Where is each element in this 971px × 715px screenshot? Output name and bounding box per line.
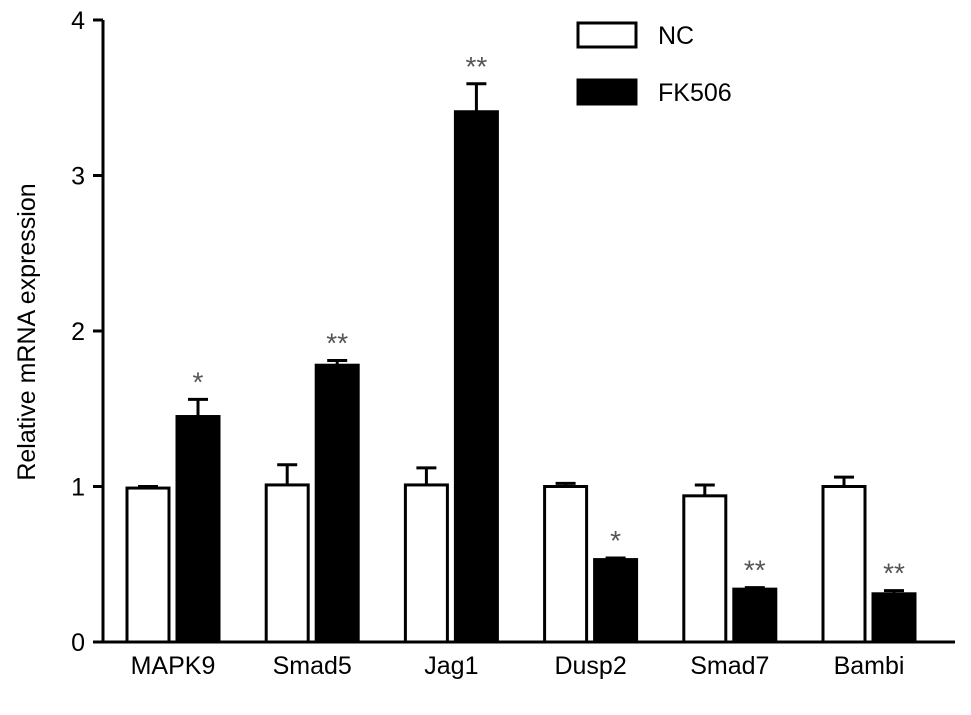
bars: ******** ** [125, 51, 917, 644]
bar-NC-Dusp2 [543, 485, 589, 644]
bar-group-MAPK9: * [125, 366, 221, 644]
x-tick-label: Bambi [834, 652, 905, 680]
bar-NC-Smad7 [682, 494, 728, 644]
legend-item-FK506: FK506 [576, 78, 732, 107]
y-tick-label: 2 [71, 318, 85, 346]
significance-mark: ** [466, 51, 488, 82]
bar-FK506-Smad5 [314, 363, 360, 644]
y-axis: 0 1 2 3 4 [71, 7, 105, 657]
bar-NC-Bambi [821, 485, 867, 644]
x-tick-label: Smad5 [273, 652, 352, 680]
significance-mark: ** [883, 558, 905, 589]
y-tick-label: 0 [71, 629, 85, 657]
bar-group-Dusp2: * [543, 481, 639, 644]
bar-group-Jag1: ** [403, 51, 499, 644]
bar-NC-MAPK9 [125, 486, 171, 644]
significance-mark: * [193, 366, 204, 397]
legend-label: FK506 [658, 79, 732, 107]
bar-NC-Smad5 [264, 483, 310, 644]
significance-mark: ** [326, 328, 348, 359]
bar-group-Smad5: ** [264, 328, 360, 644]
x-tick-label: Smad7 [690, 652, 769, 680]
legend-label: NC [658, 22, 694, 50]
bar-group-Smad7: ** [682, 483, 778, 644]
bar-FK506-MAPK9 [175, 415, 221, 644]
bar-FK506-Jag1 [453, 110, 499, 644]
y-tick-label: 1 [71, 474, 85, 502]
x-tick-label: Dusp2 [554, 652, 626, 680]
legend: NC FK506 [576, 21, 732, 107]
x-tick-label: Jag1 [424, 652, 478, 680]
bar-group-Bambi: ** [821, 475, 917, 644]
y-axis-label: Relative mRNA expression [13, 183, 41, 480]
x-axis: MAPK9 Smad5 Jag1 Dusp2 Smad7 Bambi [101, 640, 955, 680]
bar-FK506-Smad7 [732, 587, 778, 644]
legend-item-NC: NC [576, 21, 694, 50]
x-tick-label: MAPK9 [131, 652, 216, 680]
legend-swatch [576, 21, 638, 49]
bar-FK506-Bambi [871, 592, 917, 644]
significance-mark: * [610, 525, 621, 556]
legend-swatch [576, 78, 638, 106]
y-tick-label: 4 [71, 7, 85, 35]
bar-FK506-Dusp2 [593, 558, 639, 644]
bar-NC-Jag1 [403, 483, 449, 644]
y-tick-label: 3 [71, 163, 85, 191]
significance-mark: ** [744, 555, 766, 586]
